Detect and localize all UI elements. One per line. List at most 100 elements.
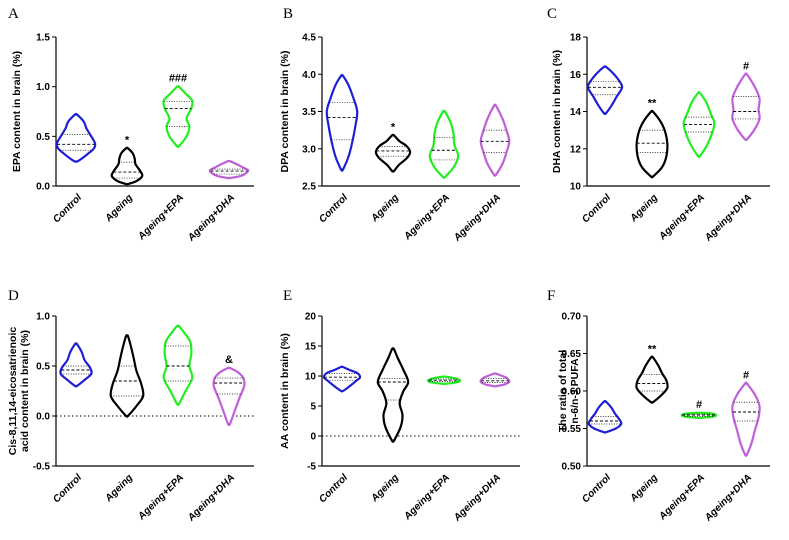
panel-a-violin-ageing-dha [208, 159, 250, 180]
panel-a-violin-ageing-epa [162, 85, 194, 149]
panel-b-significance-mark: * [391, 121, 396, 133]
panel-f-violin-control [587, 399, 623, 434]
panel-b-category-label: Ageing [369, 192, 401, 224]
panel-a-y-tick-label: 0.5 [36, 132, 50, 143]
panel-c: C DHA content in brain (%) 10 12 14 16 18 Contr… [547, 6, 770, 244]
panel-a-violin-ageing-epa-outline [162, 85, 194, 149]
panel-a-category-label: Control [51, 192, 84, 225]
panel-d-violin-ageing-dha-outline [212, 366, 246, 427]
panel-f-significance-mark: # [696, 399, 702, 411]
panel-c-violin-ageing [635, 109, 669, 179]
panel-c-violin-ageing-dha [731, 72, 761, 142]
panel-e-category-label: Ageing+EPA [402, 472, 453, 523]
panel-e-category-label: Ageing+DHA [451, 472, 503, 524]
panel-e-category-label: Ageing [369, 472, 401, 504]
panel-f-category-label: Ageing+EPA [657, 472, 708, 523]
panel-d-y-tick-label: -0.5 [33, 462, 51, 473]
panel-f-violin-ageing-outline [635, 355, 669, 404]
panel-e: E AA content in brain (%) -5 0 5 10 15 20 Contro… [279, 288, 520, 524]
panel-b-y-tick-label: 3.0 [302, 144, 316, 155]
panel-b-violin-ageing-epa-outline [428, 109, 460, 179]
panel-f-category-label: Ageing+DHA [702, 472, 754, 524]
panel-f-violin-ageing [635, 355, 669, 404]
panel-c-y-tick-label: 18 [570, 33, 582, 44]
panel-f-violin-ageing-dha-outline [731, 381, 761, 457]
panel-e-y-tick-label: 5 [310, 402, 316, 413]
panel-f-significance-mark: # [743, 370, 749, 382]
panel-a: A EPA content in brain (%) 0.0 0.5 1.0 1.5 Con… [8, 6, 254, 244]
panel-c-y-tick-label: 12 [570, 144, 582, 155]
panel-d-violin-ageing-dha [212, 366, 246, 427]
panel-d-violin-ageing-outline [109, 334, 145, 418]
panel-d-y-tick-label: 0.5 [36, 362, 50, 373]
panel-d-y-tick-label: 1.0 [36, 312, 50, 323]
panel-d-category-label: Ageing+DHA [185, 472, 237, 524]
panel-d-violin-ageing [109, 334, 145, 418]
panel-d-significance-mark: & [225, 354, 233, 366]
panel-f-category-label: Ageing [628, 472, 660, 504]
panel-e-violin-ageing-dha-outline [479, 372, 511, 388]
panel-f-y-axis-label: n-6/n-3 PUFA [569, 358, 581, 424]
panel-d-violin-control [59, 342, 93, 388]
panel-b-category-label: Ageing+EPA [402, 192, 453, 243]
panel-c-category-label: Control [580, 192, 613, 225]
panel-e-y-tick-label: 0 [310, 432, 316, 443]
panel-d-y-axis-label: acid content in brain (%) [19, 330, 31, 452]
panel-a-category-label: Ageing+DHA [185, 192, 237, 244]
panel-b-y-tick-label: 3.5 [302, 107, 316, 118]
panel-a-significance-mark: ### [169, 73, 187, 85]
panel-a-y-tick-label: 1.0 [36, 82, 50, 93]
panel-b-letter: B [283, 6, 293, 22]
panel-f-violin-control-outline [587, 399, 623, 434]
panel-f-letter: F [547, 288, 555, 304]
panel-d-category-label: Ageing [103, 472, 135, 504]
panel-b-category-label: Control [317, 192, 350, 225]
panel-e-violin-control-outline [322, 365, 362, 393]
panel-e-y-tick-label: 15 [305, 342, 317, 353]
panel-e-category-label: Control [317, 472, 350, 505]
panel-d-y-axis-label: Cis-8,11,14-eicosatrienoic [7, 327, 19, 456]
panel-b-y-tick-label: 4.5 [302, 33, 316, 44]
panel-e-violin-ageing-epa [426, 375, 462, 385]
panel-c-category-label: Ageing+EPA [657, 192, 708, 243]
panel-e-y-tick-label: 10 [305, 372, 317, 383]
panel-a-violin-control [55, 112, 97, 163]
panel-b-y-axis-label: DPA content in brain (%) [279, 51, 291, 173]
panel-e-violin-ageing-outline [376, 347, 410, 443]
panel-f-y-tick-label: 0.65 [562, 349, 582, 360]
panel-d-category-label: Ageing+EPA [136, 472, 187, 523]
panel-c-y-tick-label: 10 [570, 182, 582, 193]
panel-d-violin-ageing-epa [162, 324, 194, 407]
panel-f-significance-mark: ** [648, 343, 657, 355]
panel-f-y-tick-label: 0.70 [562, 312, 582, 323]
panel-b-violin-ageing-outline [374, 133, 412, 173]
panel-c-significance-mark: ** [648, 98, 657, 110]
panel-d-violin-ageing-epa-outline [162, 324, 194, 407]
panel-f-violin-ageing-dha [731, 381, 761, 457]
panel-d-category-label: Control [51, 472, 84, 505]
panel-f-violin-ageing-epa [680, 411, 718, 420]
panel-c-letter: C [547, 6, 557, 22]
panel-c-significance-mark: # [743, 60, 749, 72]
panel-e-violin-control [322, 365, 362, 393]
panel-b-violin-control-outline [325, 73, 359, 172]
panel-a-violin-control-outline [55, 112, 97, 163]
panel-a-category-label: Ageing+EPA [136, 192, 187, 243]
panel-b-violin-control [325, 73, 359, 172]
panel-f-category-label: Control [580, 472, 613, 505]
panel-c-y-axis-label: DHA content in brain (%) [551, 50, 563, 173]
panel-d: D Cis-8,11,14-eicosatrienoic acid content … [7, 288, 254, 524]
panel-a-y-axis-label: EPA content in brain (%) [11, 51, 23, 172]
panel-c-category-label: Ageing+DHA [702, 192, 754, 244]
panel-f-y-axis-label: The ratio of total [557, 350, 569, 432]
panel-a-letter: A [8, 6, 19, 22]
panel-b-violin-ageing-dha-outline [479, 103, 511, 177]
panel-e-violin-ageing-dha [479, 372, 511, 388]
panel-f-y-tick-label: 0.50 [562, 462, 582, 473]
panel-a-category-label: Ageing [103, 192, 135, 224]
panel-e-violin-ageing [376, 347, 410, 443]
panel-a-violin-ageing-dha-outline [208, 159, 250, 180]
panel-b-violin-ageing [374, 133, 412, 173]
panel-c-violin-control [586, 65, 624, 116]
